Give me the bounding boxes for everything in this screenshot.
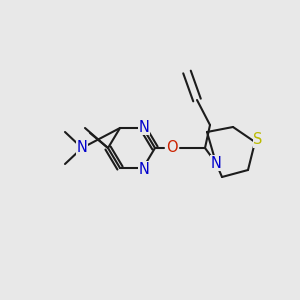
Text: S: S (253, 133, 263, 148)
Text: N: N (139, 119, 149, 134)
Text: N: N (76, 140, 87, 155)
Text: N: N (211, 155, 221, 170)
Text: O: O (166, 140, 178, 155)
Text: N: N (139, 161, 149, 176)
